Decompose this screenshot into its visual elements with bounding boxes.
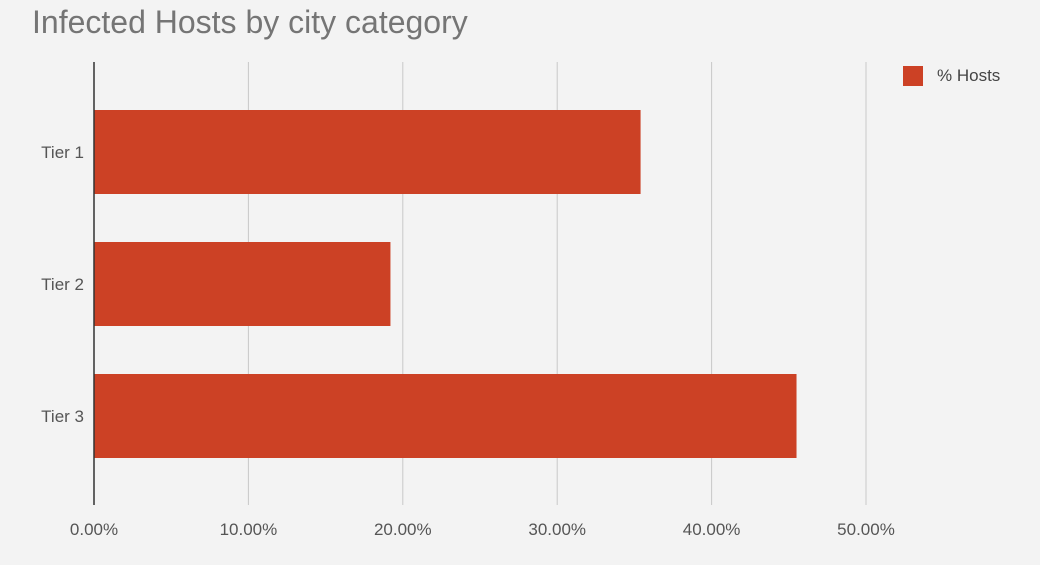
bar bbox=[94, 110, 641, 194]
chart-title: Infected Hosts by city category bbox=[32, 4, 468, 40]
x-tick-label: 0.00% bbox=[70, 520, 118, 539]
y-axis-ticks: Tier 1 Tier 2 Tier 3 bbox=[41, 143, 84, 426]
bar bbox=[94, 374, 797, 458]
x-axis-ticks: 0.00% 10.00% 20.00% 30.00% 40.00% 50.00% bbox=[70, 520, 895, 539]
bars bbox=[94, 110, 797, 458]
y-tick-label: Tier 2 bbox=[41, 275, 84, 294]
x-tick-label: 40.00% bbox=[683, 520, 741, 539]
y-tick-label: Tier 3 bbox=[41, 407, 84, 426]
y-tick-label: Tier 1 bbox=[41, 143, 84, 162]
legend-label: % Hosts bbox=[937, 66, 1000, 85]
x-tick-label: 50.00% bbox=[837, 520, 895, 539]
x-tick-label: 20.00% bbox=[374, 520, 432, 539]
legend-swatch bbox=[903, 66, 923, 86]
x-tick-label: 30.00% bbox=[528, 520, 586, 539]
legend: % Hosts bbox=[903, 66, 1000, 86]
x-tick-label: 10.00% bbox=[220, 520, 278, 539]
bar bbox=[94, 242, 391, 326]
